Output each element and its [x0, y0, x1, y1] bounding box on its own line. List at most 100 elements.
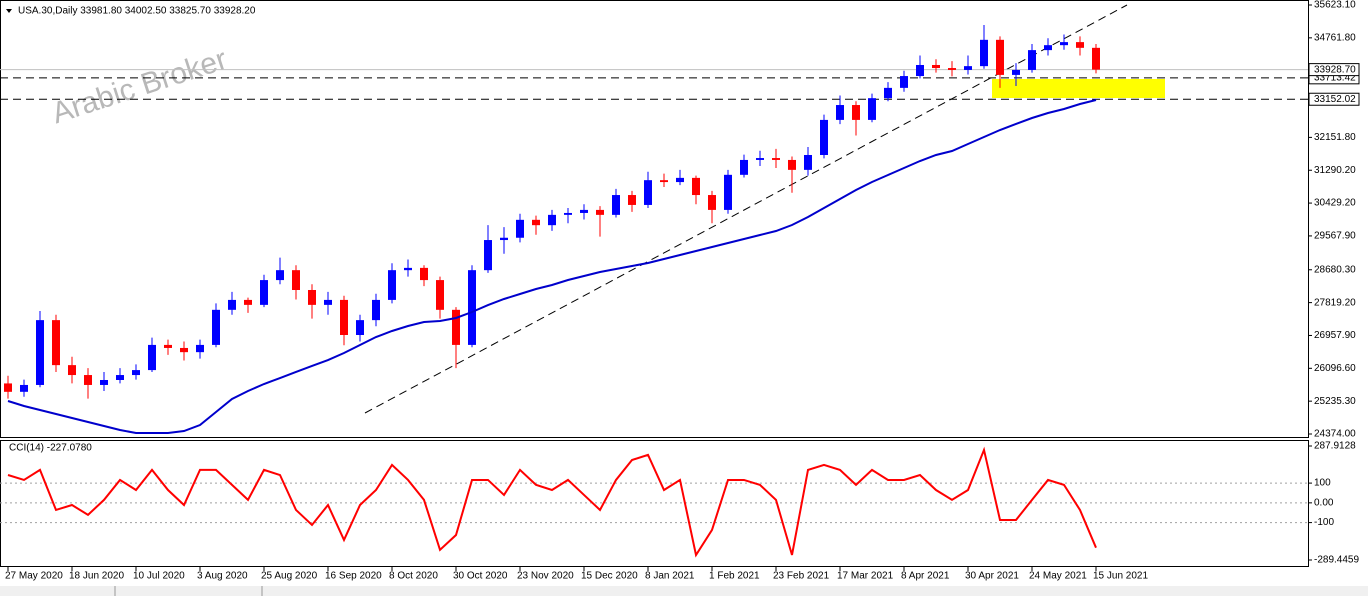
candle-body [292, 270, 300, 290]
y-tick-label: 31290.20 [1314, 165, 1356, 176]
candle-body [356, 320, 364, 335]
x-tick-label: 8 Jan 2021 [645, 571, 695, 582]
indicator-tick-label: -289.4459 [1314, 555, 1359, 566]
candle-body [532, 219, 540, 226]
x-tick-label: 18 Jun 2020 [69, 571, 124, 582]
x-tick-label: 1 Feb 2021 [709, 571, 760, 582]
candle-body [468, 270, 476, 345]
y-tick-label: 27819.20 [1314, 297, 1356, 308]
candle-body [340, 299, 348, 335]
candle-body [900, 76, 908, 88]
x-tick-label: 8 Apr 2021 [901, 571, 950, 582]
x-tick-label: 8 Oct 2020 [389, 571, 438, 582]
candle-body [868, 98, 876, 120]
candle-body [612, 195, 620, 215]
y-tick-label: 26957.90 [1314, 330, 1356, 341]
candle-body [804, 154, 812, 170]
x-tick-label: 23 Nov 2020 [517, 571, 574, 582]
candle-body [852, 105, 860, 120]
candle-body [884, 87, 892, 99]
x-tick-label: 17 Mar 2021 [837, 571, 894, 582]
candle-body [420, 267, 428, 281]
candle-body [180, 347, 188, 353]
x-tick-label: 24 May 2021 [1029, 571, 1087, 582]
candle-body [388, 270, 396, 300]
candle-body [84, 375, 92, 385]
candle-body [196, 344, 204, 353]
x-tick-label: 15 Dec 2020 [581, 571, 638, 582]
candle-body [820, 119, 828, 155]
x-tick-label: 23 Feb 2021 [773, 571, 830, 582]
level-label: 33152.02 [1314, 94, 1356, 105]
candle-body [244, 299, 252, 305]
candle-body [580, 209, 588, 213]
tab-strip [0, 586, 1368, 596]
candle-body [708, 195, 716, 210]
candle-body [644, 180, 652, 205]
candle-body [404, 267, 412, 271]
candle-body [1092, 47, 1100, 70]
indicator-tick-label: 0.00 [1314, 497, 1334, 508]
candle-body [692, 177, 700, 196]
candle-body [52, 320, 60, 366]
level-label: 33713.42 [1314, 72, 1356, 83]
y-tick-label: 32151.80 [1314, 132, 1356, 143]
indicator-title: CCI(14) -227.0780 [9, 443, 92, 454]
indicator-tick-label: 287.9128 [1314, 441, 1356, 452]
candle-body [628, 195, 636, 205]
info-arrow [6, 9, 12, 13]
y-tick-label: 26096.60 [1314, 363, 1356, 374]
candle-body [996, 39, 1004, 75]
candle-body [516, 219, 524, 238]
current-price-box [1308, 63, 1360, 77]
candle-body [372, 299, 380, 321]
current-price-label: 33928.70 [1314, 64, 1356, 75]
candle-body [1028, 50, 1036, 70]
zone-highlight [992, 79, 1165, 98]
candle-body [772, 158, 780, 160]
candle-body [100, 379, 108, 385]
candle-body [212, 309, 220, 345]
candle-body [916, 64, 924, 77]
candle-body [452, 309, 460, 345]
candle-body [596, 209, 604, 215]
candle-body [980, 39, 988, 67]
candle-body [788, 159, 796, 170]
y-tick-label: 24374.00 [1314, 429, 1356, 440]
candle-body [836, 105, 844, 120]
candle-body [564, 212, 572, 215]
candle-body [548, 214, 556, 226]
indicator-panel [0, 440, 1309, 567]
x-tick-label: 25 Aug 2020 [261, 571, 318, 582]
candle-body [740, 159, 748, 175]
y-tick-label: 29567.90 [1314, 231, 1356, 242]
candle-body [932, 64, 940, 69]
x-tick-label: 30 Oct 2020 [453, 571, 508, 582]
y-tick-label: 35623.10 [1314, 0, 1356, 11]
moving-average [7, 99, 1097, 435]
candle-body [1012, 69, 1020, 75]
y-tick-label: 28680.30 [1314, 264, 1356, 275]
x-tick-label: 27 May 2020 [5, 571, 63, 582]
x-tick-label: 10 Jul 2020 [133, 571, 185, 582]
cci-line [7, 446, 1097, 558]
candle-body [500, 237, 508, 241]
candle-body [324, 299, 332, 305]
candle-body [724, 174, 732, 210]
candle-body [436, 280, 444, 310]
candle-body [228, 299, 236, 310]
main-panel [0, 0, 1309, 438]
level-label-box [1308, 92, 1360, 106]
candle-body [308, 289, 316, 305]
candle-body [4, 383, 12, 392]
y-tick-label: 30429.20 [1314, 198, 1356, 209]
x-tick-label: 15 Jun 2021 [1093, 571, 1148, 582]
indicator-tick-label: -100 [1314, 517, 1334, 528]
candle-body [132, 370, 140, 376]
candle-body [484, 240, 492, 271]
candle-body [1044, 45, 1052, 51]
y-tick-label: 25235.30 [1314, 396, 1356, 407]
indicator-tick-label: 100 [1314, 478, 1331, 489]
